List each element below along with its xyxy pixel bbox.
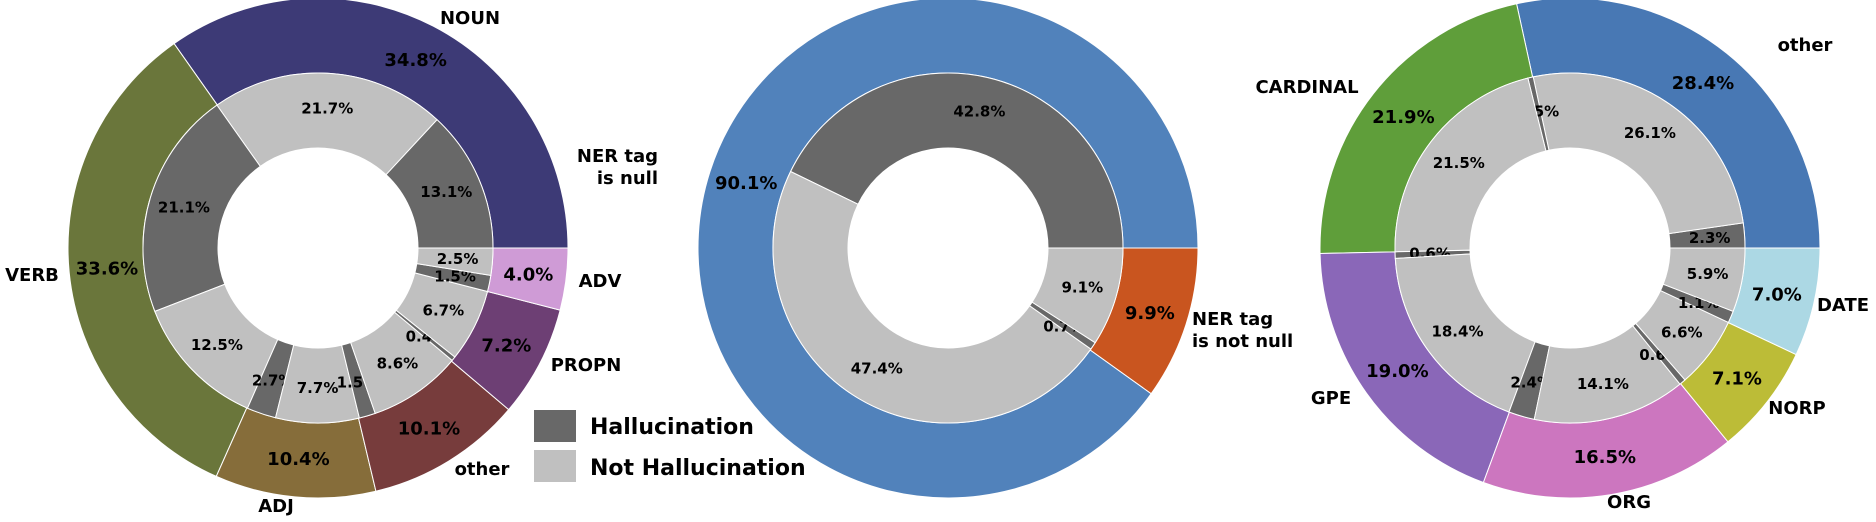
inner-slice-not-hallucination bbox=[1662, 247, 1746, 312]
inner-slice-value: 7.7% bbox=[297, 379, 339, 397]
category-label-cardinal: CARDINAL bbox=[1255, 77, 1358, 98]
outer-slice-value-date: 7.0% bbox=[1752, 284, 1802, 305]
inner-slice-not-hallucination bbox=[1031, 247, 1124, 344]
outer-slice-value-gpe: 19.0% bbox=[1366, 361, 1428, 382]
legend-swatch-not-hallucination bbox=[534, 450, 576, 482]
category-label-other: other bbox=[1778, 35, 1833, 56]
inner-slice-value: 6.7% bbox=[423, 301, 465, 319]
outer-slice-value-verb: 33.6% bbox=[76, 259, 138, 280]
category-label-noun: NOUN bbox=[440, 8, 500, 29]
outer-slice-value-other: 10.1% bbox=[398, 419, 460, 440]
category-label-adv: ADV bbox=[579, 271, 622, 292]
inner-slice-value: 2.7% bbox=[252, 371, 294, 389]
category-label-gpe: GPE bbox=[1311, 388, 1351, 409]
donut-chart-ner-null: 90.1% NER tag is null 9.9% NER tag is not nul… bbox=[577, 0, 1293, 499]
inner-slice-not-hallucination bbox=[1394, 253, 1536, 413]
inner-slice-not-hallucination bbox=[216, 72, 438, 176]
outer-slice-value-noun: 34.8% bbox=[384, 50, 446, 71]
inner-slice-value: 47.4% bbox=[851, 360, 903, 378]
legend: Hallucination Not Hallucination bbox=[534, 410, 806, 482]
inner-slice-value: 21.5% bbox=[1433, 154, 1485, 172]
inner-slice-value: 21.1% bbox=[158, 199, 210, 217]
category-label-ner-tag-is-not-null: NER tag is not null bbox=[1192, 309, 1293, 352]
outer-slice-value-adv: 4.0% bbox=[503, 265, 553, 286]
category-label-other: other bbox=[455, 459, 510, 480]
outer-slice-value-cardinal: 21.9% bbox=[1372, 107, 1434, 128]
legend-label-hallucination: Hallucination bbox=[590, 415, 754, 440]
legend-label-not-hallucination: Not Hallucination bbox=[590, 456, 806, 481]
inner-slice-not-hallucination bbox=[1394, 77, 1547, 253]
outer-slice-value-org: 16.5% bbox=[1574, 447, 1636, 468]
outer-slice-value-norp: 7.1% bbox=[1712, 369, 1762, 390]
inner-slice-value: 1.5% bbox=[434, 267, 476, 285]
category-label-org: ORG bbox=[1607, 492, 1651, 513]
inner-slice-value: 21.7% bbox=[301, 99, 353, 117]
category-label-ner-tag-is-null: NER tag is null bbox=[577, 146, 658, 189]
outer-slice-value-other: 28.4% bbox=[1672, 73, 1734, 94]
outer-slice-value-ner-tag-is-null: 90.1% bbox=[715, 173, 777, 194]
category-label-adj: ADJ bbox=[258, 496, 294, 517]
inner-slice-value: 14.1% bbox=[1577, 375, 1629, 393]
category-label-norp: NORP bbox=[1768, 398, 1825, 419]
inner-slice-not-hallucination bbox=[1532, 72, 1744, 235]
inner-slice-value: 6.6% bbox=[1661, 323, 1703, 341]
inner-slice-value: 26.1% bbox=[1624, 124, 1676, 142]
inner-slice-not-hallucination bbox=[416, 247, 494, 276]
inner-slice-value: 5.9% bbox=[1687, 265, 1729, 283]
inner-slice-value: 8.6% bbox=[377, 354, 419, 372]
inner-slice-hallucination bbox=[142, 104, 261, 313]
inner-slice-value: 2.3% bbox=[1689, 229, 1731, 247]
category-label-verb: VERB bbox=[5, 265, 59, 286]
inner-slice-value: 9.1% bbox=[1062, 278, 1104, 296]
inner-slice-value: 13.1% bbox=[420, 183, 472, 201]
outer-slice-value-propn: 7.2% bbox=[481, 335, 531, 356]
inner-slice-hallucination bbox=[789, 72, 1124, 249]
outer-slice-value-ner-tag-is-not-null: 9.9% bbox=[1125, 303, 1175, 324]
donut-chart-pos: 34.8% NOUN 33.6% VERB 10.4% ADJ 10.1% other 7.2%… bbox=[5, 0, 621, 517]
category-label-date: DATE bbox=[1817, 295, 1869, 316]
outer-slice-value-adj: 10.4% bbox=[267, 449, 329, 470]
category-label-propn: PROPN bbox=[551, 355, 622, 376]
inner-slice-value: 12.5% bbox=[191, 336, 243, 354]
inner-slice-not-hallucination bbox=[772, 170, 1092, 424]
legend-swatch-hallucination bbox=[534, 410, 576, 442]
inner-slice-value: 2.5% bbox=[437, 250, 479, 268]
inner-slice-value: 42.8% bbox=[953, 103, 1005, 121]
donut-chart-ner-type: 28.4% other 21.9% CARDINAL 19.0% GPE 16.5% ORG 7… bbox=[1255, 0, 1869, 513]
inner-slice-value: 18.4% bbox=[1431, 322, 1483, 340]
